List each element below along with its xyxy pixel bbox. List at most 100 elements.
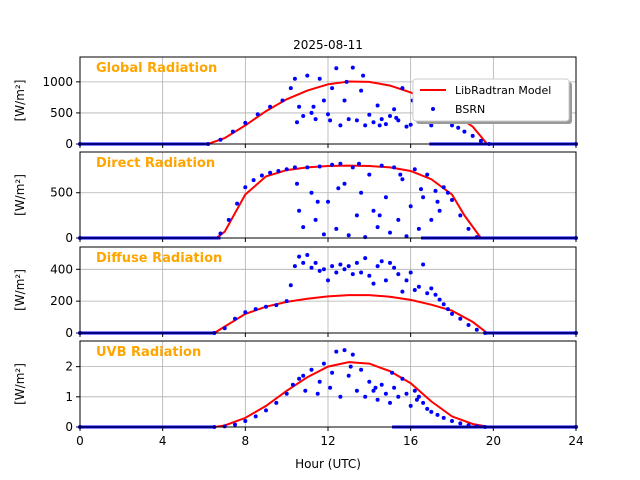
bsrn-point [301, 373, 306, 378]
bsrn-point [462, 129, 467, 134]
bsrn-point [354, 118, 359, 123]
bsrn-point [346, 117, 351, 122]
bsrn-point [338, 262, 343, 267]
panel-2: 0 500 [W/m²] Direct Radiation [13, 151, 578, 245]
bsrn-point [305, 73, 310, 78]
bsrn-point [445, 190, 450, 195]
bsrn-point [301, 225, 306, 230]
bsrn-point [264, 304, 268, 309]
bsrn-point [375, 397, 380, 402]
y-tick-label: 0 [65, 137, 73, 151]
bsrn-point [388, 114, 392, 118]
bsrn-point [321, 361, 326, 366]
bsrn-point [388, 260, 392, 265]
bsrn-point [371, 388, 376, 393]
x-tick-label: 8 [242, 434, 250, 448]
bsrn-point [377, 123, 382, 128]
bsrn-point [379, 259, 384, 264]
bsrn-point [400, 289, 405, 294]
bsrn-point [284, 299, 289, 304]
bsrn-point [284, 391, 289, 396]
bsrn-point [235, 201, 240, 206]
bsrn-point [361, 73, 366, 78]
y-tick-label: 200 [50, 294, 73, 308]
bsrn-point [334, 66, 339, 71]
bsrn-point [334, 226, 339, 231]
bsrn-point [396, 217, 401, 222]
bsrn-point [359, 367, 364, 372]
y-tick-label: 0 [65, 231, 73, 245]
y-tick-label: 1 [65, 390, 73, 404]
bsrn-point [317, 76, 322, 81]
bsrn-point [394, 115, 399, 120]
bsrn-point [416, 226, 421, 231]
bsrn-point [363, 256, 368, 261]
bsrn-point [425, 406, 430, 411]
bsrn-point [408, 403, 413, 408]
bsrn-point [375, 103, 380, 108]
bsrn-point [313, 117, 318, 122]
bsrn-point [230, 129, 235, 134]
bsrn-point [303, 388, 308, 393]
bsrn-point [412, 388, 417, 393]
bsrn-point [367, 172, 372, 177]
bsrn-point [311, 104, 316, 109]
panel-title: Global Radiation [96, 61, 217, 76]
bsrn-point [253, 307, 258, 312]
bsrn-point [297, 376, 302, 381]
bsrn-point [392, 265, 397, 270]
bsrn-point [253, 414, 258, 419]
y-axis-label: [W/m²] [13, 174, 27, 216]
bsrn-point [297, 104, 302, 109]
bsrn-point [470, 133, 475, 138]
bsrn-point [379, 163, 384, 168]
bsrn-point [328, 118, 333, 123]
bsrn-point [412, 288, 417, 292]
bsrn-point [301, 260, 306, 265]
bsrn-point [425, 172, 430, 177]
bsrn-point [456, 125, 461, 130]
bsrn-point [445, 307, 450, 312]
legend-bsrn-label: BSRN [455, 103, 485, 116]
bsrn-point [388, 230, 392, 235]
bsrn-point [354, 260, 359, 265]
bsrn-point [392, 165, 397, 170]
bsrn-point [315, 199, 320, 204]
bsrn-point [396, 272, 401, 277]
bsrn-point [400, 376, 405, 381]
bsrn-point [377, 213, 382, 218]
bsrn-point [458, 316, 463, 321]
bsrn-point [346, 264, 351, 269]
bsrn-point [435, 412, 440, 417]
bsrn-point [330, 86, 335, 91]
bsrn-point [425, 291, 430, 296]
bsrn-point [338, 123, 343, 128]
bsrn-point [342, 181, 347, 186]
x-tick-label: 20 [486, 434, 501, 448]
bsrn-point [309, 367, 314, 372]
bsrn-point [313, 260, 318, 265]
x-tick-label: 4 [159, 434, 167, 448]
bsrn-point [408, 270, 413, 275]
bsrn-point [243, 310, 248, 315]
bsrn-point [280, 98, 285, 103]
bsrn-point [371, 120, 376, 125]
bsrn-point [346, 373, 351, 378]
x-tick-label: 12 [320, 434, 335, 448]
bsrn-point [288, 86, 293, 91]
bsrn-point [379, 117, 384, 122]
bsrn-point [350, 65, 355, 70]
bsrn-point [315, 391, 320, 396]
bsrn-point [429, 409, 434, 414]
bsrn-point [437, 297, 442, 302]
bsrn-point [226, 217, 231, 222]
bsrn-point [400, 86, 405, 91]
bsrn-point [313, 217, 318, 222]
bsrn-point [359, 190, 364, 195]
model-line [80, 361, 576, 428]
panel-3: 0 200 400 [W/m²] Diffuse Radiation [13, 246, 578, 340]
bsrn-point [274, 303, 279, 308]
bsrn-point [301, 114, 306, 118]
bsrn-point [450, 419, 454, 423]
